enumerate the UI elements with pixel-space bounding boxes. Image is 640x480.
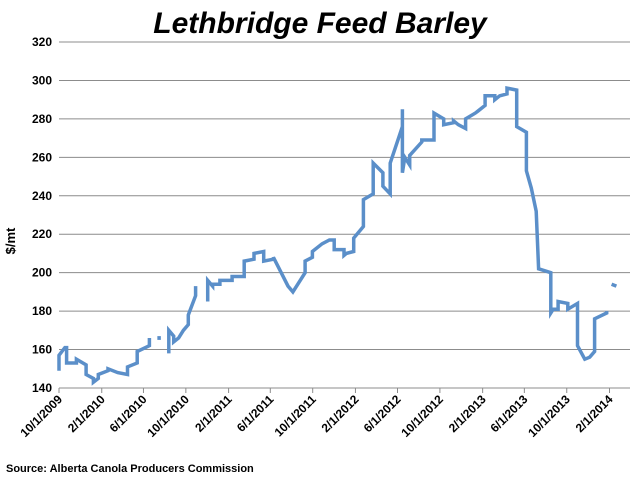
y-tick-label: 320: [32, 35, 52, 49]
x-tick-label: 6/1/2010: [107, 392, 150, 435]
x-tick-label: 10/1/2010: [144, 392, 192, 440]
x-tick-label: 2/1/2013: [446, 392, 489, 435]
y-tick-label: 140: [32, 381, 52, 395]
y-axis-label: $/mt: [3, 227, 18, 254]
y-tick-label: 160: [32, 343, 52, 357]
x-tick-label: 10/1/2012: [398, 392, 446, 440]
x-tick-label: 2/1/2012: [319, 392, 362, 435]
y-tick-label: 180: [32, 304, 52, 318]
y-tick-label: 200: [32, 266, 52, 280]
x-tick-label: 10/1/2009: [17, 392, 65, 440]
x-tick-label: 2/1/2011: [192, 392, 235, 435]
y-tick-label: 280: [32, 112, 52, 126]
x-tick-label: 10/1/2013: [525, 392, 573, 440]
series-line-segment-2: [167, 286, 198, 354]
source-note: Source: Alberta Canola Producers Commiss…: [6, 463, 254, 475]
y-tick-label: 260: [32, 150, 52, 164]
series-line-segment-3: [205, 85, 609, 362]
x-tick-label: 6/1/2011: [234, 392, 277, 435]
y-tick-label: 300: [32, 73, 52, 87]
x-tick-label: 2/1/2010: [65, 392, 108, 435]
x-tick-label: 6/1/2013: [488, 392, 531, 435]
series-line-segment-0: [57, 338, 152, 386]
x-tick-label: 2/1/2014: [573, 392, 616, 435]
gridlines: [59, 41, 630, 351]
y-tick-label: 240: [32, 189, 52, 203]
x-tick-label: 6/1/2012: [361, 392, 404, 435]
y-tick-label: 220: [32, 227, 52, 241]
x-tick-label: 10/1/2011: [272, 392, 319, 439]
y-tick-labels: 140 160 180 200 220 240 260 280 300 320: [32, 35, 52, 395]
series-line-segment-4: [610, 282, 618, 288]
series-layer: [57, 85, 618, 386]
chart-title: Lethbridge Feed Barley: [153, 7, 488, 40]
